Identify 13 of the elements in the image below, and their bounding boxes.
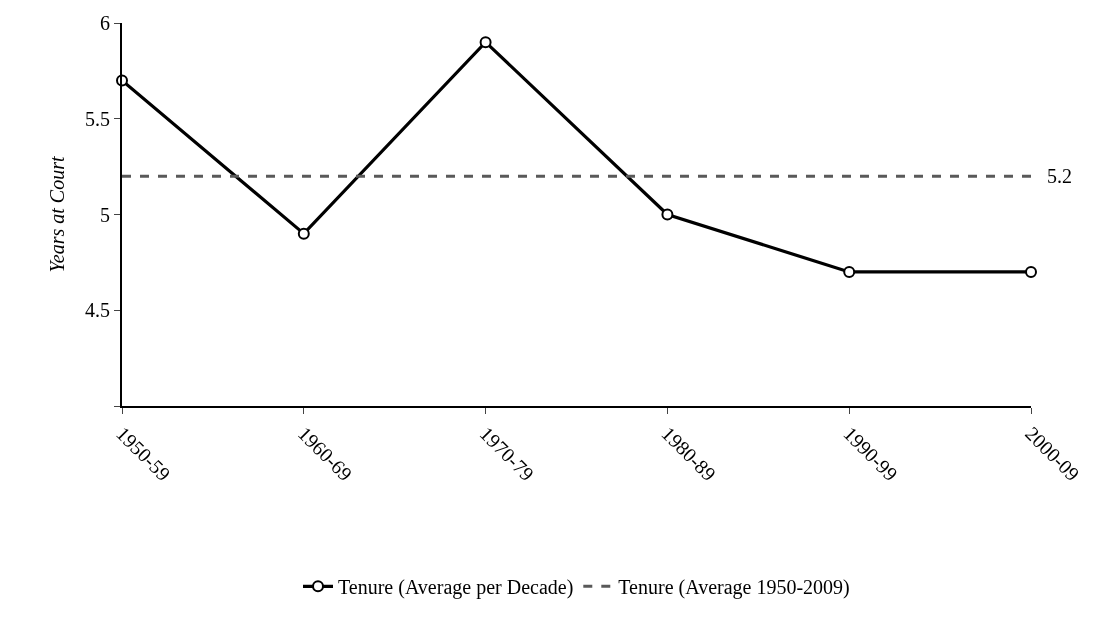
legend-label: Tenure (Average per Decade)	[338, 576, 574, 600]
annotation: 5.2	[1047, 165, 1072, 187]
point	[1025, 265, 1037, 278]
y-tick-label: 6	[100, 12, 110, 34]
point	[479, 36, 492, 49]
point	[661, 208, 674, 221]
point	[297, 227, 310, 240]
point	[843, 265, 856, 278]
y-tick-label: 4.5	[85, 299, 110, 322]
legend-label: Tenure (Average 1950-2009)	[618, 576, 850, 600]
y-tick-label: 5	[100, 203, 110, 226]
y-tick-label: 5.5	[85, 107, 110, 130]
y-axis-title: Years at Court	[46, 156, 68, 273]
